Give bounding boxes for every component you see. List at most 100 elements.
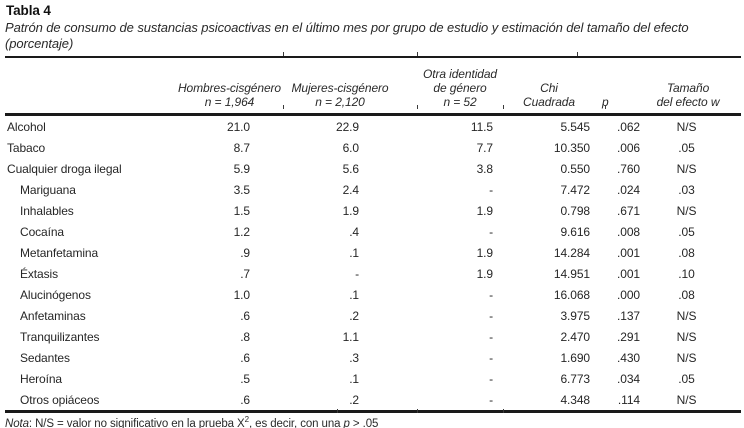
- substance-label: Anfetaminas: [20, 308, 86, 323]
- cell-mujeres: 1.1: [342, 329, 359, 344]
- rule-tick: [417, 105, 418, 109]
- cell-p: .034: [617, 371, 640, 386]
- header-p: p: [595, 57, 650, 116]
- cell-p: .671: [617, 203, 640, 218]
- cell-hombres: .6: [240, 308, 250, 323]
- rule-tick: [577, 52, 578, 56]
- header-line: n = 2,120: [315, 95, 365, 109]
- table-header: Hombres-cisgénero n = 1,964 Mujeres-cisg…: [5, 57, 741, 116]
- subtitle-line-1: Patrón de consumo de sustancias psicoact…: [5, 20, 689, 35]
- cell-otra-identidad: -: [489, 329, 493, 344]
- table-row: Heroína .5 .1 - 6.773 .034 .05: [5, 368, 741, 389]
- cell-chi-cuadrada: 2.470: [560, 329, 590, 344]
- cell-efecto-w: .10: [678, 266, 695, 281]
- cell-mujeres: .1: [349, 245, 359, 260]
- cell-chi-cuadrada: 1.690: [560, 350, 590, 365]
- cell-chi-cuadrada: 4.348: [560, 392, 590, 407]
- cell-otra-identidad: 3.8: [476, 161, 493, 176]
- cell-efecto-w: N/S: [676, 329, 697, 344]
- table-row: Mariguana 3.5 2.4 - 7.472 .024 .03: [5, 179, 741, 200]
- cell-p: .114: [617, 392, 640, 407]
- rule-tick: [503, 105, 504, 109]
- cell-efecto-w: N/S: [676, 203, 697, 218]
- substance-label: Cualquier droga ilegal: [7, 161, 122, 176]
- header-line: Otra identidad: [423, 67, 497, 81]
- cell-efecto-w: .05: [678, 140, 695, 155]
- table-note: Nota: N/S = valor no significativo en la…: [5, 415, 744, 428]
- cell-otra-identidad: 11.5: [470, 119, 493, 134]
- header-line: Mujeres-cisgénero: [291, 81, 389, 95]
- cell-mujeres: 6.0: [342, 140, 359, 155]
- cell-hombres: .7: [240, 266, 250, 281]
- note-mid: , es decir, con una: [248, 418, 344, 428]
- header-hombres: Hombres-cisgénero n = 1,964: [155, 57, 283, 116]
- cell-mujeres: -: [355, 266, 359, 281]
- table-row: Alcohol 21.0 22.9 11.5 5.545 .062 N/S: [5, 115, 741, 138]
- rule-tick: [417, 409, 418, 413]
- table-title: Tabla 4: [6, 3, 51, 18]
- cell-p: .291: [617, 329, 640, 344]
- rule-tick: [417, 52, 418, 56]
- cell-chi-cuadrada: 7.472: [560, 182, 590, 197]
- stats-table: Hombres-cisgénero n = 1,964 Mujeres-cisg…: [5, 56, 741, 413]
- header-mujeres: Mujeres-cisgénero n = 2,120: [283, 57, 417, 116]
- rule-tick: [503, 409, 504, 413]
- substance-label: Sedantes: [20, 350, 70, 365]
- header-line: de género: [433, 81, 487, 95]
- cell-p: .001: [617, 245, 640, 260]
- cell-efecto-w: .05: [678, 371, 695, 386]
- table-row: Cocaína 1.2 .4 - 9.616 .008 .05: [5, 221, 741, 242]
- cell-otra-identidad: -: [489, 224, 493, 239]
- header-otra-identidad: Otra identidad de género n = 52: [417, 57, 503, 116]
- rule-tick: [283, 105, 284, 109]
- header-line: Tamaño: [666, 81, 710, 95]
- cell-chi-cuadrada: 16.068: [553, 287, 590, 302]
- table-body: Alcohol 21.0 22.9 11.5 5.545 .062 N/S Tabaco 8.7…: [5, 115, 741, 412]
- cell-hombres: 8.7: [233, 140, 250, 155]
- cell-hombres: 21.0: [227, 119, 250, 134]
- note-nota-label: Nota: [5, 418, 29, 428]
- substance-label: Inhalables: [20, 203, 74, 218]
- cell-otra-identidad: 1.9: [476, 203, 493, 218]
- cell-hombres: 3.5: [233, 182, 250, 197]
- header-line: n = 52: [443, 95, 477, 109]
- rule-tick: [337, 409, 338, 413]
- cell-chi-cuadrada: 5.545: [560, 119, 590, 134]
- substance-label: Metanfetamina: [20, 245, 99, 260]
- cell-efecto-w: .08: [678, 245, 695, 260]
- substance-label: Éxtasis: [20, 266, 58, 281]
- cell-chi-cuadrada: 3.975: [560, 308, 590, 323]
- note-body: : N/S = valor no significativo en la pru…: [28, 418, 245, 428]
- table-row: Metanfetamina .9 .1 1.9 14.284 .001 .08: [5, 242, 741, 263]
- rule-tick: [605, 105, 606, 109]
- substance-label: Cocaína: [20, 224, 64, 239]
- substance-label: Mariguana: [20, 182, 76, 197]
- cell-chi-cuadrada: 14.951: [553, 266, 590, 281]
- cell-hombres: 1.0: [233, 287, 250, 302]
- header-line: Cuadrada: [523, 95, 575, 109]
- cell-efecto-w: N/S: [676, 308, 697, 323]
- cell-hombres: .6: [240, 392, 250, 407]
- cell-otra-identidad: -: [489, 308, 493, 323]
- header-line: Hombres-cisgénero: [177, 81, 281, 95]
- cell-efecto-w: .05: [678, 224, 695, 239]
- cell-chi-cuadrada: 0.798: [560, 203, 590, 218]
- cell-hombres: 1.2: [233, 224, 250, 239]
- substance-label: Tranquilizantes: [20, 329, 100, 344]
- cell-otra-identidad: -: [489, 182, 493, 197]
- cell-hombres: .6: [240, 350, 250, 365]
- cell-p: .760: [617, 161, 640, 176]
- substance-label: Alcohol: [7, 119, 46, 134]
- cell-mujeres: .1: [349, 371, 359, 386]
- cell-chi-cuadrada: 0.550: [560, 161, 590, 176]
- header-line: del efecto w: [656, 95, 720, 109]
- subtitle-line-2: (porcentaje): [5, 36, 74, 51]
- table-row: Inhalables 1.5 1.9 1.9 0.798 .671 N/S: [5, 200, 741, 221]
- note-superscript: 2: [244, 415, 249, 425]
- table-row: Éxtasis .7 - 1.9 14.951 .001 .10: [5, 263, 741, 284]
- header-line: Chi: [540, 81, 558, 95]
- table-row: Tranquilizantes .8 1.1 - 2.470 .291 N/S: [5, 326, 741, 347]
- cell-chi-cuadrada: 10.350: [553, 140, 590, 155]
- cell-p: .001: [617, 266, 640, 281]
